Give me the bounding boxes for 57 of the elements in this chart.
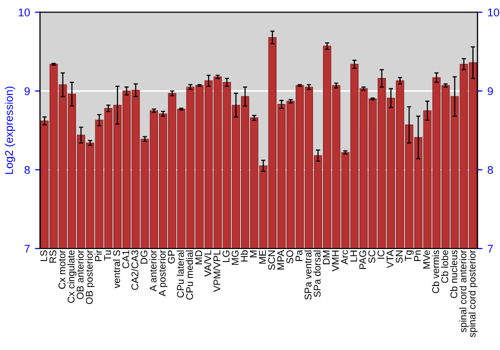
x-tick-label: MVe: [423, 250, 430, 269]
x-tick-label: spinal cord posterior: [468, 250, 478, 338]
y-tick-label: 10: [18, 8, 30, 16]
x-tick-label: M: [250, 250, 257, 258]
x-tick-label: CPu medial: [186, 250, 193, 300]
x-tick-label: MG: [232, 250, 239, 265]
x-tick-label: VPM/VPL: [213, 250, 220, 292]
x-tick-label: DG: [140, 250, 148, 264]
x-tick-label: OB anterior: [76, 250, 84, 300]
y2-tick-label: 9: [488, 87, 493, 96]
x-tick-label: ME: [259, 250, 266, 264]
x-tick-label: SPa ventral: [304, 250, 312, 300]
x-tick-label: SN: [396, 250, 403, 263]
y2-tick-label: 7: [488, 244, 493, 253]
x-tick-label: SO: [286, 250, 294, 264]
x-tick-label: Cx motor: [58, 250, 66, 289]
y2-tick-label: 8: [488, 166, 493, 174]
x-tick-label: PAG: [359, 250, 366, 269]
x-tick-label: Arc: [341, 250, 348, 264]
x-tick-label: GP: [168, 250, 175, 264]
x-tick-label: RS: [49, 250, 56, 263]
x-tick-label: Hb: [240, 250, 248, 262]
x-tick-label: spinal cord anterior: [459, 250, 468, 332]
x-tick-label: Pn: [414, 250, 421, 261]
y-tick-label: 9: [24, 87, 30, 96]
y-tick-label: 7: [24, 244, 30, 253]
y2-tick-label: 10: [488, 8, 500, 16]
x-tick-label: VMH: [332, 250, 339, 272]
x-tick-label: LS: [40, 250, 48, 261]
x-tick-label: DM: [322, 250, 330, 264]
x-tick-label: Tg: [404, 250, 414, 262]
x-tick-label: Cx cingulate: [67, 250, 76, 303]
x-tick-label: Cb lobe: [441, 250, 448, 283]
y-axis-title: Log2 (expression): [4, 86, 16, 174]
x-tick-label: Tu: [104, 250, 111, 261]
x-tick-label: IC: [378, 250, 384, 259]
x-tick-label: Cb nucleus: [450, 250, 458, 298]
x-tick-label: ventral S: [112, 250, 120, 288]
x-tick-label: Pir: [94, 250, 102, 261]
y-tick-label: 8: [24, 166, 30, 174]
x-tick-label: A anterior: [149, 250, 157, 292]
x-tick-label: VA/VL: [204, 250, 212, 277]
x-tick-label: CA1: [122, 250, 130, 268]
x-tick-label: Cb vermis: [432, 250, 440, 294]
x-tick-label: A posterior: [158, 250, 168, 296]
x-tick-label: SC: [368, 250, 376, 263]
x-tick-label: SPa dorsal: [313, 250, 321, 297]
x-tick-label: LG: [222, 250, 230, 262]
x-tick-label: OB posterior: [86, 250, 95, 304]
x-tick-label: MD: [195, 250, 202, 264]
x-tick-label: CA2/CA3: [131, 250, 138, 290]
x-tick-label: SCN: [268, 250, 276, 270]
x-tick-label: Pa: [296, 250, 302, 261]
x-tick-label: CPu lateral: [176, 250, 184, 298]
x-tick-label: VTA: [386, 250, 394, 268]
x-tick-label: LH: [350, 250, 357, 262]
x-tick-label: MPA: [277, 250, 284, 270]
